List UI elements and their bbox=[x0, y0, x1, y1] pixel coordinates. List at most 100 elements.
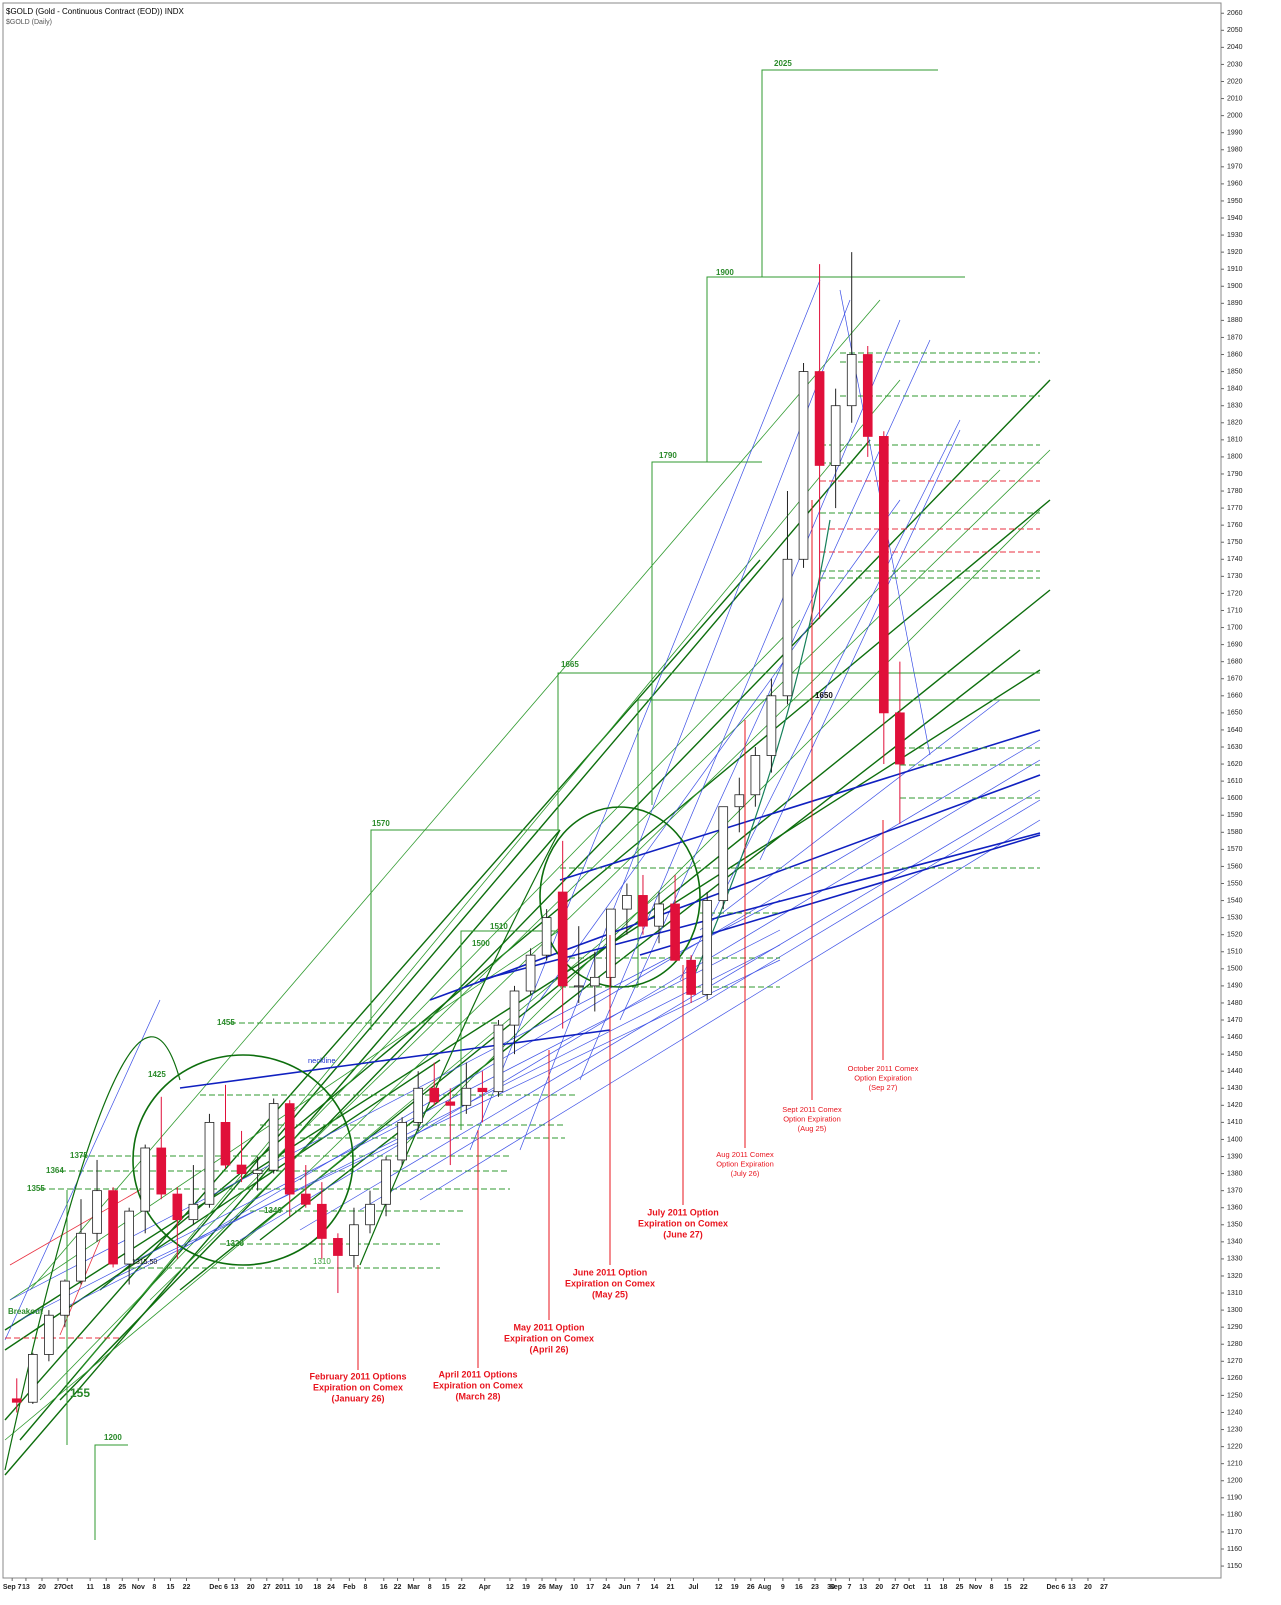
x-tick-label: 16 bbox=[795, 1584, 803, 1591]
level-label: 2025 bbox=[774, 59, 792, 68]
trend-line bbox=[19, 439, 871, 1441]
expiration-label: (June 27) bbox=[663, 1229, 703, 1239]
x-tick-label: 21 bbox=[667, 1584, 675, 1591]
x-tick-label: 8 bbox=[428, 1584, 432, 1591]
expiration-label: (July 26) bbox=[731, 1169, 760, 1178]
y-tick-label: 1870 bbox=[1227, 334, 1243, 341]
trend-line bbox=[59, 944, 781, 1311]
expiration-label: Expiration on Comex bbox=[504, 1333, 594, 1343]
x-tick-label: 11 bbox=[924, 1584, 932, 1591]
x-tick-label: 22 bbox=[394, 1584, 402, 1591]
candle-body bbox=[830, 405, 841, 466]
y-tick-label: 1750 bbox=[1227, 539, 1243, 546]
y-tick-label: 1210 bbox=[1227, 1461, 1243, 1468]
expiration-label: July 2011 Option bbox=[647, 1207, 719, 1217]
x-tick-label: 2011 bbox=[275, 1584, 290, 1591]
candle-body bbox=[268, 1103, 279, 1171]
y-tick-label: 1410 bbox=[1227, 1119, 1243, 1126]
x-tick-label: 12 bbox=[506, 1584, 514, 1591]
y-tick-label: 1260 bbox=[1227, 1375, 1243, 1382]
y-tick-label: 2010 bbox=[1227, 95, 1243, 102]
y-tick-label: 1300 bbox=[1227, 1307, 1243, 1314]
x-tick-label: 22 bbox=[1020, 1584, 1028, 1591]
level-label: 1310 bbox=[313, 1257, 331, 1266]
x-tick-label: Oct bbox=[61, 1584, 73, 1591]
y-tick-label: 1380 bbox=[1227, 1170, 1243, 1177]
y-tick-label: 1450 bbox=[1227, 1051, 1243, 1058]
x-tick-label: Nov bbox=[132, 1584, 145, 1591]
x-tick-label: Sep 7 bbox=[3, 1584, 22, 1591]
candle-body bbox=[44, 1314, 54, 1355]
candle-body bbox=[220, 1121, 231, 1166]
x-tick-label: 15 bbox=[1004, 1584, 1012, 1591]
x-tick-label: 26 bbox=[538, 1584, 546, 1591]
trend-lines bbox=[4, 69, 1051, 1540]
level-label: 1900 bbox=[716, 268, 734, 277]
x-tick-label: 8 bbox=[152, 1584, 156, 1591]
expiration-label: Expiration on Comex bbox=[433, 1380, 523, 1390]
y-tick-label: 1920 bbox=[1227, 249, 1243, 256]
level-label: 1570 bbox=[372, 819, 390, 828]
y-tick-label: 1150 bbox=[1227, 1563, 1242, 1570]
y-tick-label: 1620 bbox=[1227, 761, 1243, 768]
x-tick-label: 19 bbox=[731, 1584, 739, 1591]
trend-line bbox=[239, 759, 1041, 1241]
expiration-label: (Sep 27) bbox=[869, 1083, 898, 1092]
candle-body bbox=[124, 1210, 134, 1265]
y-tick-label: 1860 bbox=[1227, 351, 1243, 358]
x-tick-label: 11 bbox=[86, 1584, 94, 1591]
level-label: 1364 bbox=[46, 1166, 64, 1175]
y-tick-label: 1390 bbox=[1227, 1153, 1243, 1160]
candle-body bbox=[622, 895, 632, 910]
x-tick-label: 18 bbox=[313, 1584, 321, 1591]
trend-line bbox=[699, 699, 1001, 931]
x-tick-label: Oct bbox=[903, 1584, 915, 1591]
candle-body bbox=[445, 1101, 456, 1106]
trend-line bbox=[469, 279, 821, 1151]
x-tick-label: 13 bbox=[859, 1584, 867, 1591]
y-tick-label: 1730 bbox=[1227, 573, 1243, 580]
level-label: 1650 bbox=[815, 691, 833, 700]
trend-line bbox=[99, 499, 1051, 1291]
trend-line bbox=[419, 819, 1041, 1201]
cycle-arc bbox=[4, 1036, 181, 1471]
trend-line bbox=[479, 832, 1041, 981]
y-tick-label: 2020 bbox=[1227, 78, 1243, 85]
y-tick-label: 1560 bbox=[1227, 863, 1243, 870]
y-tick-label: 1570 bbox=[1227, 846, 1243, 853]
candle-body bbox=[140, 1147, 151, 1212]
level-label: Breakout bbox=[8, 1307, 43, 1316]
y-tick-label: 1280 bbox=[1227, 1341, 1243, 1348]
expiration-label: Option Expiration bbox=[854, 1073, 912, 1082]
trend-line bbox=[759, 429, 961, 861]
y-tick-label: 2050 bbox=[1227, 27, 1243, 34]
y-tick-label: 1940 bbox=[1227, 215, 1243, 222]
y-tick-label: 1990 bbox=[1227, 130, 1243, 137]
y-tick-label: 1880 bbox=[1227, 317, 1243, 324]
expiration-label: June 2011 Option bbox=[573, 1267, 648, 1277]
y-tick-label: 1650 bbox=[1227, 710, 1243, 717]
y-tick-label: 1230 bbox=[1227, 1426, 1243, 1433]
candle-body bbox=[188, 1203, 199, 1221]
y-tick-label: 1520 bbox=[1227, 932, 1243, 939]
x-tick-label: Feb bbox=[343, 1584, 355, 1591]
candle-body bbox=[638, 895, 648, 927]
bracket-line bbox=[370, 829, 560, 1030]
y-tick-label: 2040 bbox=[1227, 44, 1243, 51]
y-tick-label: 1900 bbox=[1227, 283, 1243, 290]
y-tick-label: 1180 bbox=[1227, 1512, 1242, 1519]
x-tick-label: Jun bbox=[618, 1584, 630, 1591]
y-tick-label: 1810 bbox=[1227, 437, 1243, 444]
y-tick-label: 1400 bbox=[1227, 1136, 1243, 1143]
candle-body bbox=[686, 959, 696, 995]
plot-frame bbox=[2, 2, 1222, 1579]
y-tick-label: 1690 bbox=[1227, 641, 1243, 648]
trend-line bbox=[4, 669, 1041, 1331]
x-tick-label: 27 bbox=[1100, 1584, 1108, 1591]
y-tick-label: 1500 bbox=[1227, 966, 1243, 973]
candle-body bbox=[606, 908, 616, 978]
y-tick-label: 1250 bbox=[1227, 1392, 1243, 1399]
trend-line bbox=[4, 559, 761, 1421]
y-tick-label: 1470 bbox=[1227, 1017, 1243, 1024]
trend-line bbox=[539, 499, 901, 1001]
